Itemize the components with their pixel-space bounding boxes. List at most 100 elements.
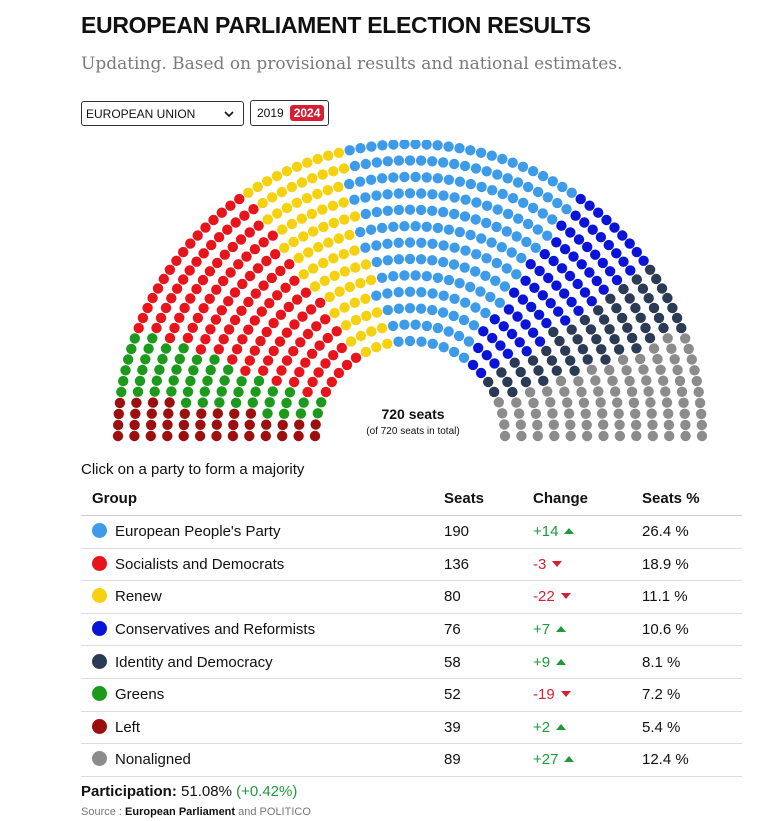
- seat-dot[interactable]: [313, 367, 324, 378]
- seat-dot[interactable]: [631, 343, 642, 354]
- seat-dot[interactable]: [178, 274, 189, 285]
- seat-dot[interactable]: [113, 419, 124, 431]
- seat-dot[interactable]: [552, 197, 563, 209]
- seat-dot[interactable]: [243, 324, 254, 335]
- seat-dot[interactable]: [481, 350, 492, 361]
- seat-dot[interactable]: [230, 397, 242, 408]
- seat-dot[interactable]: [579, 287, 591, 298]
- seat-dot[interactable]: [548, 326, 559, 338]
- seat-dot[interactable]: [662, 292, 673, 304]
- seat-dot[interactable]: [481, 200, 493, 211]
- seat-dot[interactable]: [415, 254, 427, 265]
- seat-dot[interactable]: [696, 408, 707, 420]
- seat-dot[interactable]: [166, 386, 177, 397]
- seat-dot[interactable]: [293, 430, 304, 442]
- seat-dot[interactable]: [393, 336, 404, 347]
- seat-dot[interactable]: [244, 430, 255, 442]
- seat-dot[interactable]: [449, 192, 460, 203]
- seat-dot[interactable]: [120, 365, 131, 376]
- seat-dot[interactable]: [598, 314, 610, 325]
- seat-dot[interactable]: [340, 320, 352, 331]
- seat-dot[interactable]: [300, 357, 311, 368]
- seat-dot[interactable]: [611, 303, 622, 314]
- seat-dot[interactable]: [502, 173, 513, 184]
- table-row[interactable]: Socialists and Democrats 136 -3 18.9 %: [81, 548, 742, 582]
- seat-dot[interactable]: [261, 326, 272, 338]
- seat-dot[interactable]: [494, 297, 505, 308]
- seat-dot[interactable]: [584, 200, 595, 211]
- seat-dot[interactable]: [147, 292, 158, 304]
- seat-dot[interactable]: [631, 274, 642, 285]
- seat-dot[interactable]: [234, 193, 245, 205]
- seat-dot[interactable]: [438, 190, 449, 201]
- seat-dot[interactable]: [154, 364, 165, 375]
- seat-dot[interactable]: [277, 224, 288, 235]
- seat-dot[interactable]: [317, 169, 328, 180]
- seat-dot[interactable]: [521, 236, 532, 248]
- seat-dot[interactable]: [415, 204, 427, 216]
- seat-dot[interactable]: [361, 310, 372, 322]
- seat-dot[interactable]: [130, 408, 141, 419]
- seat-dot[interactable]: [231, 344, 243, 355]
- seat-dot[interactable]: [554, 335, 565, 347]
- seat-dot[interactable]: [476, 181, 487, 193]
- seat-dot[interactable]: [597, 257, 608, 269]
- seat-dot[interactable]: [244, 419, 255, 430]
- seat-dot[interactable]: [410, 171, 421, 183]
- seat-dot[interactable]: [327, 200, 339, 211]
- seat-dot[interactable]: [382, 288, 393, 299]
- seat-dot[interactable]: [630, 419, 642, 431]
- seat-dot[interactable]: [174, 312, 185, 323]
- seat-dot[interactable]: [449, 242, 460, 253]
- seat-dot[interactable]: [252, 181, 263, 193]
- seat-dot[interactable]: [288, 376, 300, 388]
- seat-dot[interactable]: [211, 419, 222, 430]
- seat-dot[interactable]: [481, 166, 492, 177]
- seat-dot[interactable]: [178, 343, 189, 354]
- seat-dot[interactable]: [516, 252, 527, 264]
- seat-dot[interactable]: [460, 297, 471, 308]
- seat-dot[interactable]: [475, 367, 487, 379]
- seat-dot[interactable]: [410, 319, 421, 330]
- seat-dot[interactable]: [626, 332, 638, 344]
- seat-dot[interactable]: [271, 170, 283, 182]
- seat-dot[interactable]: [527, 355, 539, 366]
- seat-dot[interactable]: [661, 397, 673, 408]
- seat-dot[interactable]: [333, 233, 344, 244]
- seat-dot[interactable]: [603, 239, 614, 251]
- seat-dot[interactable]: [667, 302, 678, 314]
- seat-dot[interactable]: [563, 408, 575, 419]
- seat-dot[interactable]: [643, 386, 654, 397]
- seat-dot[interactable]: [486, 237, 497, 248]
- seat-dot[interactable]: [249, 244, 261, 255]
- seat-dot[interactable]: [511, 269, 522, 280]
- seat-dot[interactable]: [562, 397, 573, 408]
- seat-dot[interactable]: [371, 307, 383, 318]
- seat-dot[interactable]: [180, 397, 192, 408]
- seat-dot[interactable]: [517, 294, 529, 305]
- seat-dot[interactable]: [333, 181, 344, 193]
- seat-dot[interactable]: [593, 386, 604, 397]
- seat-dot[interactable]: [222, 224, 233, 235]
- seat-dot[interactable]: [581, 430, 593, 442]
- seat-dot[interactable]: [393, 254, 405, 265]
- seat-dot[interactable]: [532, 224, 543, 235]
- seat-dot[interactable]: [206, 239, 217, 251]
- seat-dot[interactable]: [549, 430, 560, 442]
- seat-dot[interactable]: [572, 334, 583, 345]
- seat-dot[interactable]: [223, 324, 235, 335]
- seat-dot[interactable]: [312, 188, 323, 200]
- seat-dot[interactable]: [253, 375, 265, 387]
- seat-dot[interactable]: [145, 430, 156, 442]
- seat-dot[interactable]: [416, 336, 427, 347]
- seat-dot[interactable]: [216, 386, 227, 397]
- seat-dot[interactable]: [382, 304, 393, 316]
- seat-dot[interactable]: [360, 192, 371, 203]
- seat-dot[interactable]: [188, 365, 199, 376]
- seat-dot[interactable]: [399, 270, 410, 281]
- seat-dot[interactable]: [295, 337, 306, 348]
- seat-dot[interactable]: [301, 193, 313, 204]
- seat-dot[interactable]: [532, 419, 543, 431]
- seat-dot[interactable]: [604, 324, 615, 335]
- seat-dot[interactable]: [240, 365, 251, 376]
